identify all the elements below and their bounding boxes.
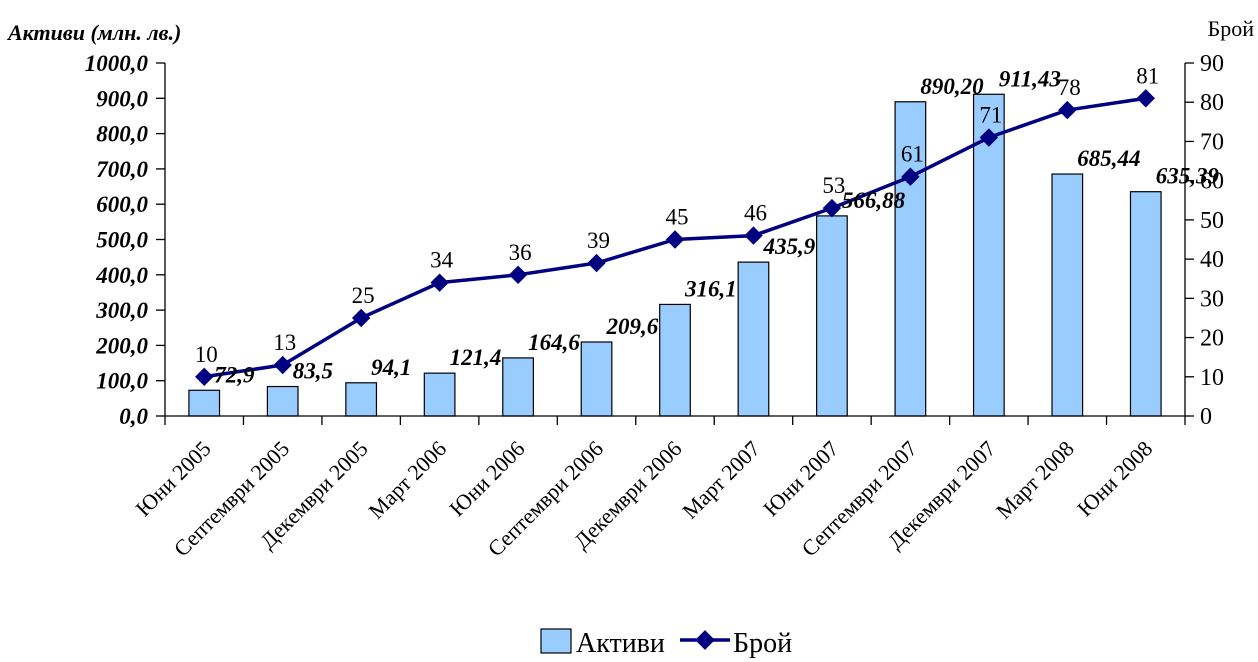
x-axis-tick-label: Март 2006 bbox=[363, 436, 451, 524]
assets-data-label: 83,5 bbox=[293, 359, 333, 384]
assets-data-label: 209,6 bbox=[606, 314, 659, 339]
left-axis-tick-label: 900,0 bbox=[96, 86, 148, 111]
left-axis-tick-label: 1000,0 bbox=[85, 51, 149, 76]
left-axis-tick-label: 100,0 bbox=[96, 369, 148, 394]
count-point bbox=[979, 128, 999, 147]
assets-data-label: 911,43 bbox=[999, 66, 1061, 91]
count-point bbox=[273, 355, 292, 375]
bar bbox=[659, 303, 691, 417]
left-axis-tick-label: 800,0 bbox=[96, 122, 148, 147]
assets-data-label: 164,6 bbox=[528, 330, 580, 355]
bar bbox=[816, 215, 848, 417]
bar bbox=[345, 382, 378, 417]
count-point bbox=[1136, 89, 1155, 108]
left-axis-tick-label: 300,0 bbox=[95, 298, 148, 323]
bar bbox=[580, 341, 613, 417]
bar bbox=[737, 261, 770, 417]
count-point bbox=[351, 308, 371, 328]
assets-data-label: 121,4 bbox=[450, 345, 502, 370]
count-point bbox=[508, 265, 528, 284]
count-data-label: 71 bbox=[979, 103, 1002, 128]
count-point bbox=[665, 230, 685, 249]
left-axis-tick-label: 0,0 bbox=[119, 404, 148, 429]
count-data-label: 81 bbox=[1136, 63, 1159, 88]
axes-layer bbox=[156, 62, 1194, 425]
legend: Активи Брой bbox=[540, 628, 792, 659]
assets-data-label: 635,39 bbox=[1156, 164, 1220, 189]
right-axis-tick-label: 80 bbox=[1200, 90, 1224, 116]
count-point bbox=[822, 198, 842, 218]
count-point bbox=[1058, 100, 1077, 120]
assets-data-label: 566,88 bbox=[842, 188, 906, 213]
bar bbox=[894, 101, 927, 417]
x-axis-tick-label: Март 2007 bbox=[677, 436, 765, 524]
legend-swatch-assets bbox=[540, 628, 572, 654]
left-axis-tick-label: 200,0 bbox=[95, 333, 148, 358]
left-axis-tick-label: 500,0 bbox=[96, 228, 148, 253]
legend-marker-count bbox=[695, 630, 715, 650]
bar bbox=[1051, 173, 1084, 417]
line-layer bbox=[195, 89, 1155, 386]
legend-label-assets: Активи bbox=[576, 628, 665, 659]
count-data-label: 13 bbox=[273, 330, 296, 355]
bars-layer bbox=[188, 93, 1162, 417]
right-axis-tick-label: 70 bbox=[1200, 129, 1224, 155]
count-data-label: 61 bbox=[901, 142, 924, 167]
left-axis-title: Активи (млн. лв.) bbox=[6, 20, 181, 45]
count-point bbox=[744, 226, 763, 245]
bar bbox=[423, 372, 456, 417]
right-axis-tick-label: 40 bbox=[1200, 247, 1224, 273]
right-axis-tick-label: 90 bbox=[1200, 51, 1224, 77]
count-data-label: 46 bbox=[744, 201, 767, 226]
count-data-label: 78 bbox=[1058, 75, 1081, 100]
right-axis-tick-label: 60 bbox=[1200, 169, 1224, 195]
right-axis-tick-label: 30 bbox=[1200, 286, 1224, 312]
count-data-label: 39 bbox=[587, 228, 610, 253]
count-data-label: 34 bbox=[430, 248, 454, 273]
left-axis-tick-label: 400,0 bbox=[95, 263, 148, 288]
count-data-label: 36 bbox=[509, 240, 532, 265]
right-axis-tick-label: 50 bbox=[1200, 208, 1224, 234]
assets-data-label: 94,1 bbox=[371, 355, 411, 380]
right-axis-title: Брой bbox=[1208, 16, 1255, 41]
left-axis-tick-label: 700,0 bbox=[96, 157, 148, 182]
assets-data-label: 72,9 bbox=[214, 362, 255, 387]
right-axis-tick-label: 0 bbox=[1200, 404, 1212, 430]
bar bbox=[972, 93, 1005, 417]
count-data-label: 25 bbox=[352, 283, 375, 308]
bar bbox=[1129, 191, 1162, 417]
assets-data-label: 316,1 bbox=[684, 276, 737, 301]
assets-data-label: 435,9 bbox=[762, 234, 815, 259]
count-point bbox=[901, 167, 920, 186]
labels-layer: 10 13 25 34 36 39 45 46 53 61 71 78 81 72,9 83,5 94,1 12… bbox=[195, 63, 1220, 387]
bar bbox=[502, 357, 534, 417]
x-axis-tick-label: Юни 2008 bbox=[1072, 436, 1157, 521]
left-axis-tick-label: 600,0 bbox=[96, 192, 148, 217]
right-axis-tick-label: 10 bbox=[1200, 365, 1224, 391]
count-data-label: 10 bbox=[195, 342, 218, 367]
bar bbox=[188, 389, 221, 417]
right-axis-tick-label: 20 bbox=[1200, 326, 1224, 352]
count-point bbox=[195, 367, 214, 386]
x-axis-tick-label: Март 2008 bbox=[991, 436, 1079, 524]
legend-label-count: Брой bbox=[733, 628, 792, 659]
assets-data-label: 890,20 bbox=[920, 74, 984, 99]
count-point bbox=[430, 273, 449, 292]
count-point bbox=[587, 253, 606, 273]
bar bbox=[266, 385, 299, 417]
count-data-label: 45 bbox=[666, 205, 689, 230]
count-data-label: 53 bbox=[822, 173, 845, 198]
assets-data-label: 685,44 bbox=[1077, 146, 1140, 171]
